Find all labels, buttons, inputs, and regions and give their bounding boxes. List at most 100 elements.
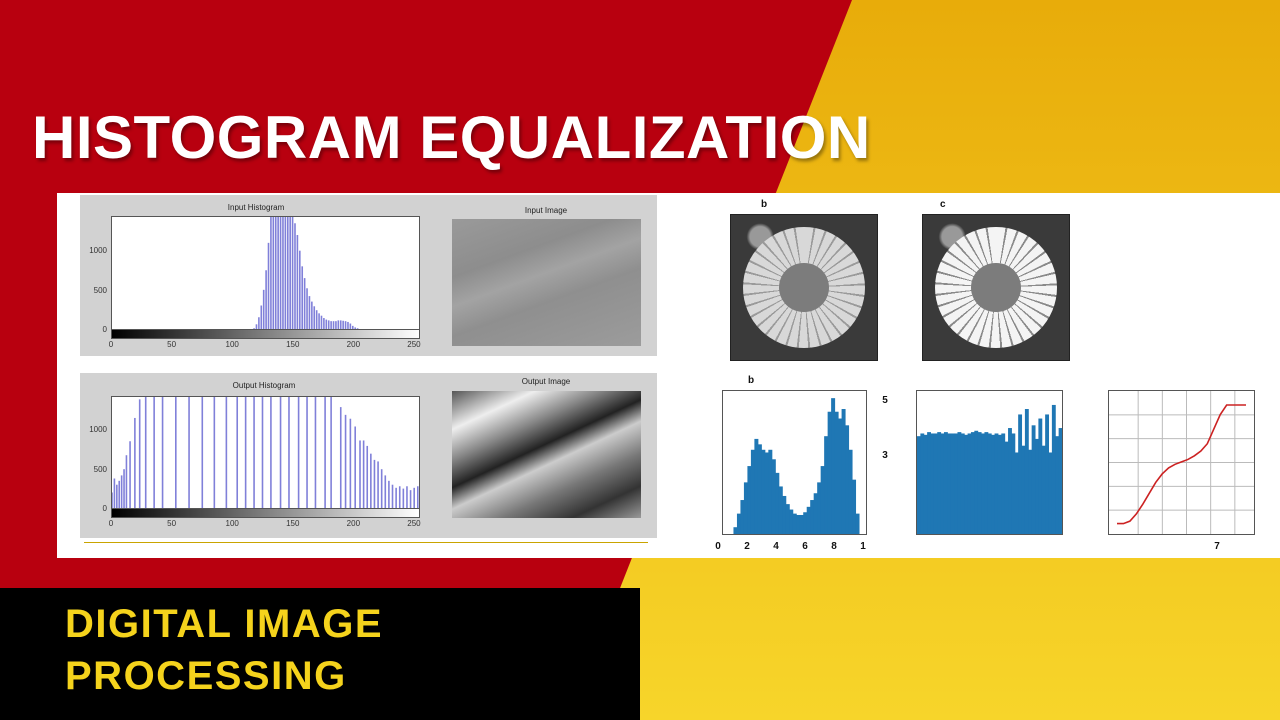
input-image	[452, 219, 641, 346]
histogram-bar	[933, 433, 938, 534]
histogram-bar	[236, 397, 239, 508]
histogram-bar	[297, 397, 300, 508]
histogram-bar	[997, 434, 1002, 534]
histogram-bar	[977, 432, 982, 534]
label-b: b	[761, 199, 768, 210]
histogram-bar	[134, 417, 136, 508]
output-image-title: Output Image	[521, 377, 571, 386]
histogram-bar	[810, 500, 815, 534]
histogram-bar	[253, 328, 255, 329]
histogram-bar	[764, 452, 769, 534]
histogram-bar	[111, 492, 113, 508]
histogram-bar	[201, 397, 204, 508]
histogram-bar	[125, 455, 128, 508]
histogram-bar	[175, 397, 177, 508]
histogram-bar	[771, 459, 776, 534]
histogram-bar	[813, 493, 818, 534]
histogram-bar	[782, 495, 787, 534]
histogram-bar	[335, 321, 337, 329]
histogram-bar	[349, 418, 352, 508]
histogram-bar	[820, 466, 825, 534]
histogram-bar	[1041, 445, 1046, 534]
equalized-flower-image	[922, 214, 1070, 361]
histogram-bar	[848, 449, 853, 534]
histogram-bar	[301, 266, 304, 329]
histogram-bar	[754, 438, 759, 534]
histogram-bar	[831, 398, 836, 534]
output-histogram-plot	[111, 396, 420, 509]
histogram-bar	[917, 436, 921, 534]
x-tick-label: 2	[744, 541, 750, 552]
histogram-bar	[834, 411, 839, 534]
x-tick-label: 50	[167, 340, 177, 349]
divider-line	[84, 542, 648, 543]
histogram-bar	[970, 432, 975, 534]
original-histogram-plot	[722, 390, 867, 535]
histogram-bar	[315, 310, 318, 329]
histogram-bar	[747, 466, 752, 534]
histogram-bar	[789, 509, 794, 534]
histogram-bar	[286, 217, 289, 329]
histogram-bar	[391, 484, 394, 508]
cdf-line-chart	[1109, 391, 1254, 534]
histogram-bar	[144, 397, 147, 508]
histogram-bar	[267, 242, 270, 329]
histogram-bar	[817, 482, 822, 534]
histogram-bar	[1035, 438, 1039, 534]
histogram-bar	[337, 320, 340, 329]
histogram-bar	[416, 486, 419, 508]
histogram-bar	[265, 270, 267, 329]
histogram-bar	[1058, 428, 1063, 534]
x-tick-label: 0	[108, 340, 114, 349]
histogram-bar	[324, 397, 326, 508]
x-tick-label: 6	[802, 541, 808, 552]
histogram-bar	[349, 323, 352, 329]
x-tick-label: 250	[407, 519, 421, 528]
histogram-bar	[116, 484, 118, 508]
histogram-bar	[260, 305, 263, 329]
y-tick-label: 1000	[89, 425, 107, 434]
histogram-bar	[395, 487, 397, 508]
histogram-bar	[1031, 425, 1036, 534]
histogram-bar	[927, 432, 931, 534]
histogram-bar	[750, 449, 755, 534]
histogram-bar	[253, 397, 255, 508]
histogram-bar	[288, 397, 290, 508]
x-tick-label: 4	[773, 541, 779, 552]
x-tick-label: 150	[286, 340, 300, 349]
histogram-bar	[1014, 452, 1019, 534]
histogram-bar	[1055, 436, 1060, 534]
histogram-bar	[270, 217, 272, 329]
histogram-bar	[188, 397, 190, 508]
histogram-bar	[123, 469, 125, 508]
histogram-bar	[1038, 418, 1043, 534]
histogram-bar	[827, 411, 832, 534]
histogram-bar	[940, 433, 945, 534]
histogram-bar	[845, 425, 850, 534]
right-tick: 5	[882, 395, 888, 406]
cdf-line	[1117, 404, 1246, 525]
input-image-title: Input Image	[524, 206, 568, 215]
x-tick-label: 250	[407, 340, 421, 349]
histogram-bar	[406, 486, 408, 508]
histogram-bar	[947, 433, 952, 534]
histogram-bar	[262, 289, 265, 329]
x-tick-label: 1	[860, 541, 866, 552]
histogram-bar	[1028, 449, 1033, 534]
histogram-bar	[113, 478, 116, 508]
histogram-bar	[344, 414, 347, 508]
y-tick-label: 1000	[89, 246, 107, 255]
histogram-bar	[991, 434, 996, 534]
histogram-bar	[330, 397, 332, 508]
histogram-bar	[362, 440, 365, 508]
histogram-bar	[806, 506, 811, 534]
histogram-bar	[388, 480, 390, 508]
histogram-bar	[138, 399, 141, 508]
original-flower-image	[730, 214, 878, 361]
histogram-bar	[311, 301, 313, 329]
x-tick-label: 0	[715, 541, 721, 552]
histogram-bar	[351, 325, 354, 329]
histogram-bar	[299, 250, 301, 329]
histogram-bar	[981, 433, 985, 534]
subtitle-box: DIGITAL IMAGE PROCESSING	[0, 588, 640, 720]
